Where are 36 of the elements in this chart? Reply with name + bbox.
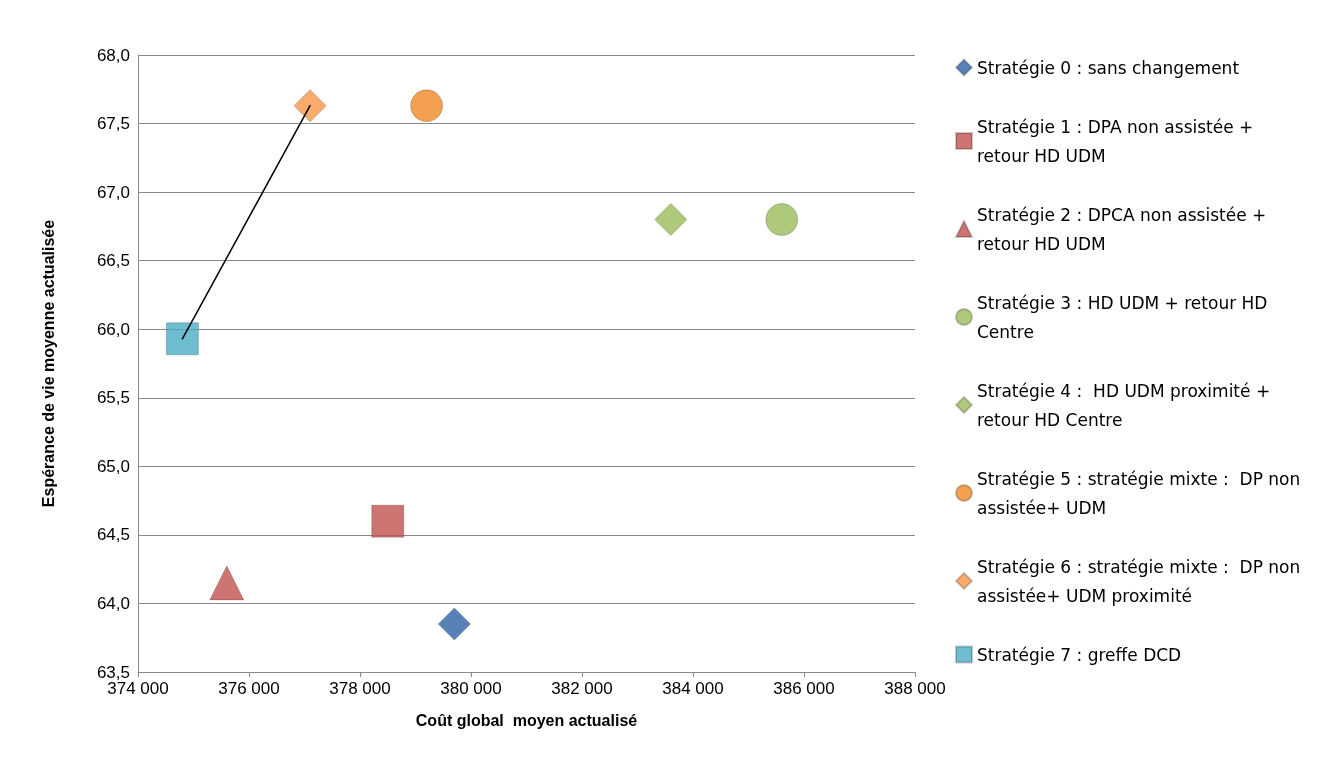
x-tick-label: 382 000	[551, 679, 613, 698]
x-tick-label: 374 000	[107, 679, 169, 698]
y-tick-label: 64,5	[96, 525, 130, 545]
y-tick-label: 68,0	[96, 45, 130, 65]
y-tick-label: 65,5	[96, 388, 130, 408]
point	[410, 89, 444, 123]
legend-label: Stratégie 3 : HD UDM + retour HD Centre	[977, 292, 1273, 342]
x-tick-label: 388 000	[884, 679, 946, 698]
y-tick-label: 67,5	[96, 114, 130, 134]
point	[765, 203, 799, 237]
y-tick-label: 64,0	[96, 593, 130, 613]
point	[371, 504, 405, 538]
x-tick-label: 378 000	[329, 679, 391, 698]
point	[293, 89, 327, 123]
legend-label: Stratégie 0 : sans changement	[977, 57, 1240, 78]
point	[437, 607, 471, 641]
legend-label: Stratégie 2 : DPCA non assistée + retour HD UDM	[977, 204, 1272, 254]
y-axis-title: Espérance de vie moyenne actualisée	[39, 219, 57, 508]
x-axis-title: Coût global moyen actualisé	[415, 711, 638, 729]
y-tick-label: 66,5	[96, 251, 130, 271]
legend-label: Stratégie 7 : greffe DCD	[977, 644, 1182, 665]
x-tick-label: 380 000	[440, 679, 502, 698]
point	[209, 565, 245, 601]
point	[654, 203, 688, 237]
legend-label: Stratégie 1 : DPA non assistée + retour HD UDM	[977, 116, 1259, 166]
x-tick-label: 384 000	[662, 679, 724, 698]
y-tick-label: 65,0	[96, 456, 130, 476]
legend-label: Stratégie 6 : stratégie mixte : DP non assistée+ UDM proximité	[977, 556, 1306, 606]
point	[165, 322, 199, 356]
y-tick-label: 66,0	[96, 319, 130, 339]
x-tick-label: 386 000	[773, 679, 835, 698]
y-tick-label: 63,5	[96, 662, 130, 682]
legend-label: Stratégie 5 : stratégie mixte : DP non assistée+ UDM	[977, 468, 1306, 518]
x-tick-label: 376 000	[218, 679, 280, 698]
y-tick-label: 67,0	[96, 182, 130, 202]
legend-label: Stratégie 4 : HD UDM proximité + retour HD Centre	[977, 380, 1276, 430]
